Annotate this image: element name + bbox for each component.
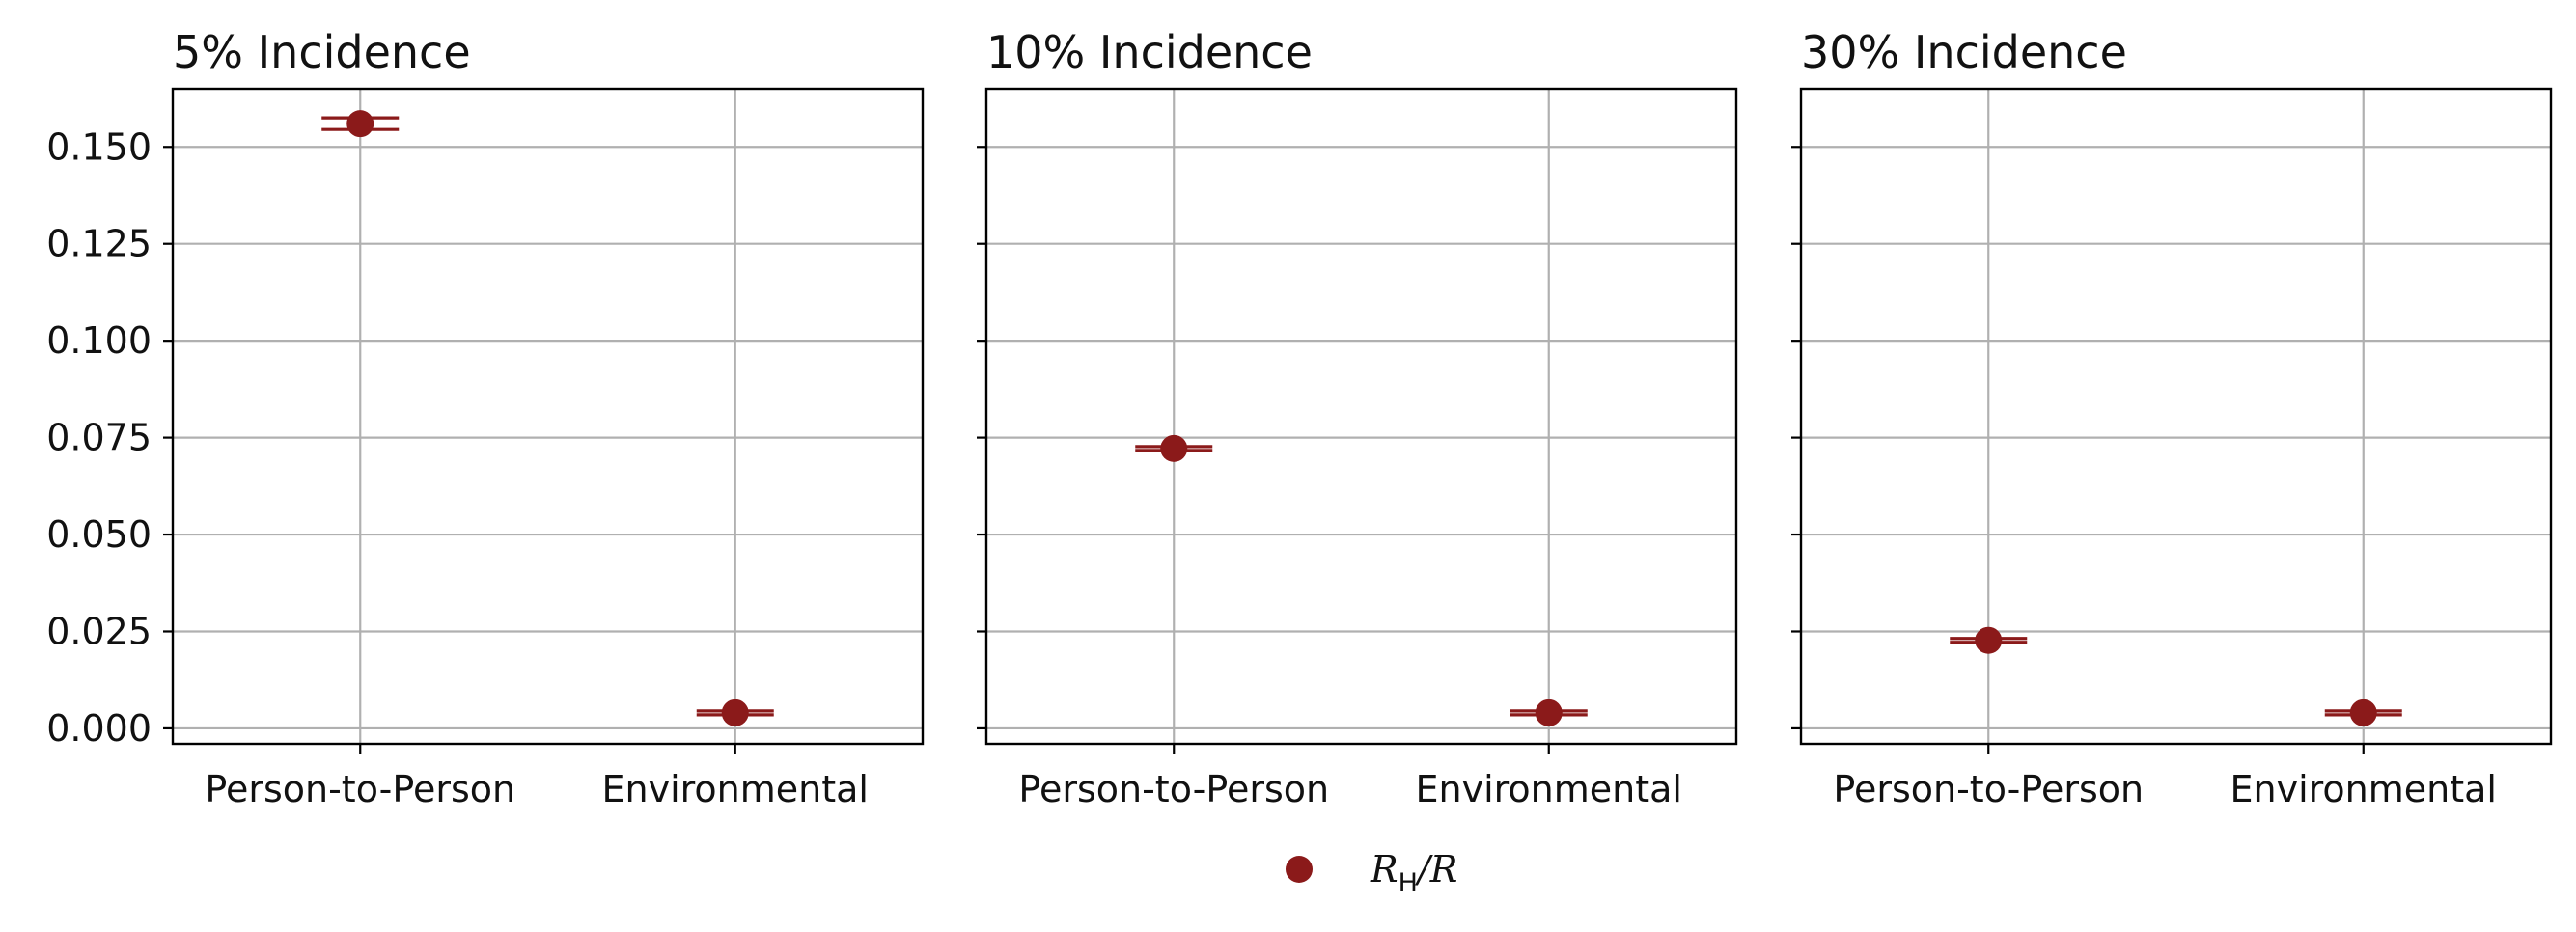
axes-frame [171,87,925,746]
panel-title: 5% Incidence [173,26,471,78]
y-tick-label: 0.150 [46,125,152,168]
y-tick-label: 0.000 [46,707,152,750]
panel-1: 0.000 0.025 0.050 0.075 0.100 0.125 0.150 Perso… [46,26,925,810]
y-tick-label: 0.025 [46,610,152,652]
x-tick-label: Environmental [602,768,869,810]
panel-2: Person-to-Person Environmental 10% Inciden… [977,26,1738,810]
legend: RH/R [1286,848,1457,898]
legend-label: RH/R [1370,848,1457,898]
data-point [1975,626,2003,654]
x-tick-label: Person-to-Person [1833,768,2144,810]
axes-frame [984,87,1738,746]
y-tick-label: 0.100 [46,319,152,362]
panels: 0.000 0.025 0.050 0.075 0.100 0.125 0.150 Perso… [46,26,2553,810]
data-point [2349,699,2377,726]
data-point [346,110,374,138]
legend-label-sub: H [1399,868,1418,898]
y-tick-label: 0.075 [46,417,152,459]
data-point [721,699,749,726]
axes-frame [1799,87,2553,746]
x-tick-label: Person-to-Person [205,768,515,810]
x-tick-label: Environmental [1416,768,1682,810]
panel-title: 10% Incidence [986,26,1313,78]
x-tick-label: Environmental [2230,768,2497,810]
y-tick-label: 0.050 [46,513,152,556]
data-point [1535,699,1563,726]
data-point [1160,434,1188,462]
legend-marker [1286,856,1313,883]
panel-3: Person-to-Person Environmental 30% Inciden… [1791,26,2553,810]
legend-label-main: R [1370,848,1399,891]
y-tick-label: 0.125 [46,223,152,265]
x-tick-label: Person-to-Person [1018,768,1329,810]
legend-label-tail: /R [1414,848,1457,891]
panel-title: 30% Incidence [1801,26,2127,78]
